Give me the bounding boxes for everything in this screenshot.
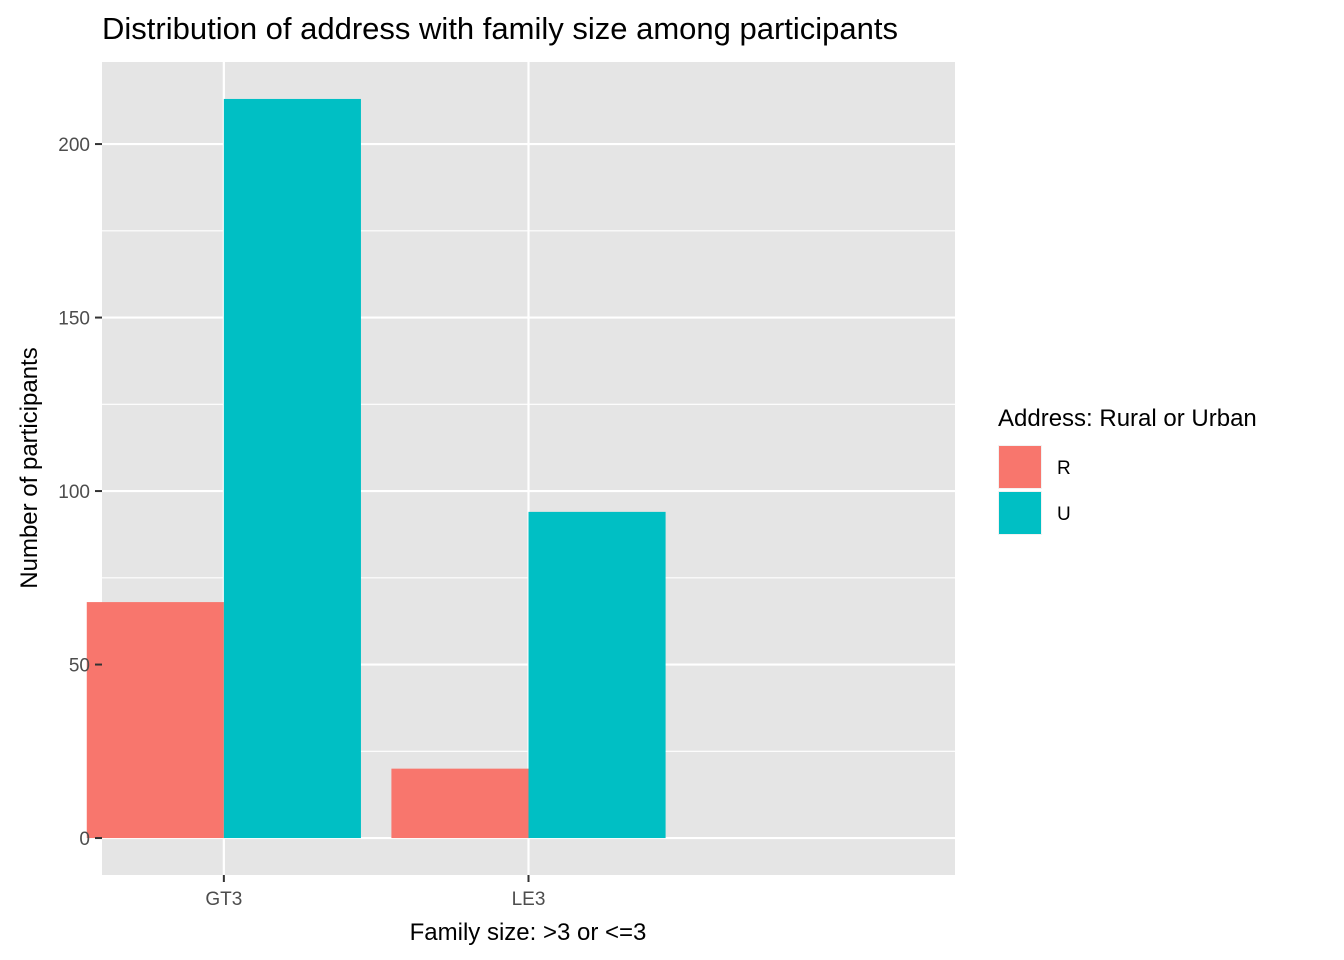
x-tick-label: GT3 (205, 889, 242, 910)
x-axis-title: Family size: >3 or <=3 (410, 919, 647, 946)
chart-title: Distribution of address with family size… (102, 11, 898, 46)
legend: Address: Rural or Urban RU (998, 405, 1257, 535)
legend-items: RU (998, 445, 1071, 535)
y-tick-label: 0 (79, 829, 90, 850)
y-tick-label: 50 (69, 656, 90, 677)
x-axis: GT3 LE3 (205, 875, 545, 910)
bar (86, 602, 224, 839)
bar (528, 511, 666, 839)
legend-label: U (1057, 504, 1071, 525)
legend-title: Address: Rural or Urban (998, 405, 1257, 432)
y-tick-label: 150 (58, 309, 90, 330)
y-tick-label: 200 (58, 135, 90, 156)
y-axis: 0 50 100 150 200 (58, 135, 102, 850)
y-tick-label: 100 (58, 482, 90, 503)
y-axis-title: Number of participants (16, 347, 43, 588)
legend-key (999, 446, 1041, 488)
legend-label: R (1057, 458, 1071, 479)
bar (391, 768, 529, 839)
bar (223, 98, 361, 839)
bars (86, 98, 666, 839)
legend-key (999, 492, 1041, 534)
x-tick-label: LE3 (512, 889, 546, 910)
